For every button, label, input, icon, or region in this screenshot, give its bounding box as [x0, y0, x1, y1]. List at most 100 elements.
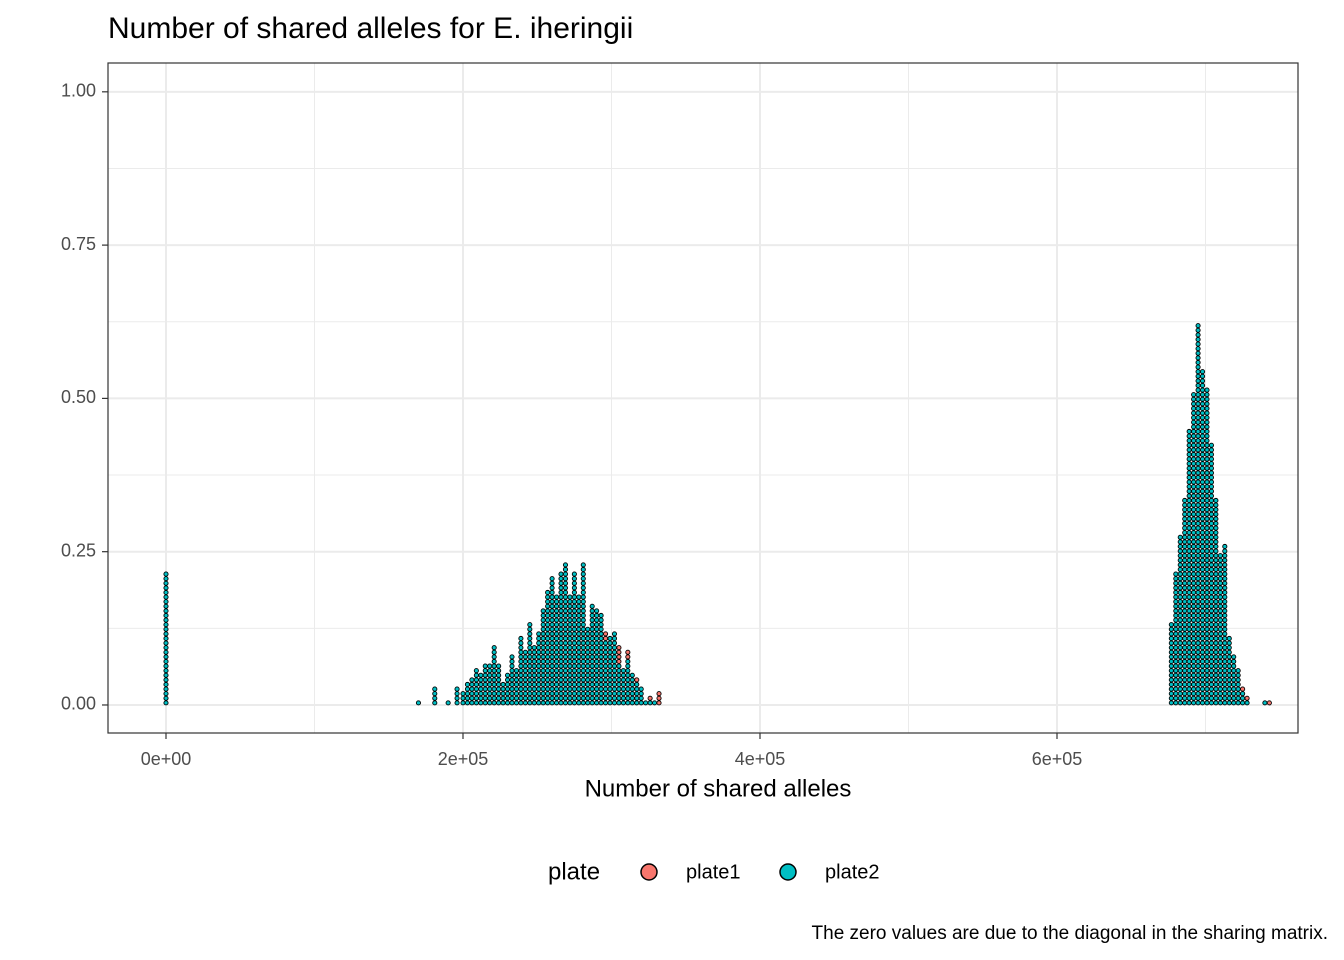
- dot: [656, 695, 662, 701]
- dot: [1204, 442, 1210, 448]
- dot-column: [549, 576, 555, 706]
- dot-column: [1213, 497, 1219, 706]
- dot: [1217, 668, 1223, 674]
- dot: [540, 612, 546, 619]
- dot: [1204, 566, 1210, 573]
- dot: [163, 576, 169, 582]
- dot: [1191, 396, 1197, 402]
- dot: [562, 640, 569, 646]
- dot: [594, 668, 600, 674]
- dot: [580, 645, 586, 651]
- dot: [1199, 451, 1206, 458]
- dot: [536, 681, 542, 688]
- dot: [603, 635, 609, 642]
- dot: [620, 686, 626, 692]
- dot: [1195, 695, 1201, 701]
- dot: [531, 654, 537, 660]
- dot: [1213, 534, 1219, 540]
- dot: [1191, 534, 1197, 540]
- dot: [567, 668, 573, 674]
- dot: [1204, 622, 1210, 628]
- dot: [1204, 594, 1210, 600]
- dot: [549, 603, 555, 609]
- dot: [1199, 562, 1206, 568]
- dot: [603, 672, 609, 678]
- dot: [611, 672, 618, 678]
- dot: [629, 700, 635, 706]
- dot: [1173, 658, 1179, 665]
- dot: [487, 695, 493, 701]
- dot: [585, 654, 591, 660]
- dot: [616, 700, 622, 706]
- dot: [1191, 576, 1197, 582]
- dot: [571, 686, 577, 692]
- dot: [1191, 626, 1197, 632]
- dot: [589, 663, 595, 669]
- dot: [522, 649, 528, 655]
- dot: [1235, 686, 1241, 692]
- dot: [589, 645, 595, 651]
- dot: [522, 700, 528, 706]
- dot: [487, 686, 493, 692]
- dot: [1213, 626, 1219, 632]
- dot: [163, 589, 169, 596]
- dot: [1244, 695, 1250, 701]
- dot: [1199, 594, 1206, 600]
- dot: [1199, 631, 1206, 637]
- dot: [554, 663, 560, 669]
- dot: [1222, 663, 1228, 669]
- dot: [554, 608, 560, 614]
- dot: [536, 668, 542, 674]
- dot: [1213, 539, 1219, 545]
- dot: [1199, 438, 1206, 444]
- dot: [607, 672, 613, 678]
- dot: [163, 585, 169, 591]
- dot: [1226, 681, 1232, 688]
- dot: [518, 654, 524, 660]
- dot: [567, 608, 573, 614]
- dot: [1222, 557, 1228, 563]
- dot: [518, 649, 524, 655]
- dot: [554, 658, 560, 665]
- dot: [1222, 548, 1228, 554]
- dot: [518, 686, 524, 692]
- dot: [580, 580, 586, 586]
- dot: [607, 691, 613, 697]
- dot: [1199, 405, 1206, 412]
- dot: [1191, 405, 1197, 412]
- dot: [478, 691, 484, 697]
- dot: [1199, 387, 1206, 393]
- dot: [1186, 681, 1192, 688]
- dot: [625, 677, 631, 683]
- dot: [163, 668, 169, 674]
- dot: [527, 677, 533, 683]
- dot: [1182, 594, 1188, 600]
- dot: [469, 695, 475, 701]
- dot: [1226, 649, 1232, 655]
- legend-title: plate: [548, 858, 600, 885]
- dot: [1173, 626, 1179, 632]
- dot: [1186, 645, 1192, 651]
- dot: [1199, 442, 1206, 448]
- dot: [1195, 336, 1201, 343]
- dot: [1199, 677, 1206, 683]
- dot: [1173, 594, 1179, 600]
- dot: [1199, 415, 1206, 421]
- dot: [571, 631, 577, 637]
- dot-column: [1231, 654, 1237, 706]
- dot: [580, 622, 586, 628]
- dot: [518, 645, 524, 651]
- dot: [1186, 658, 1192, 665]
- dot: [518, 700, 524, 706]
- dot: [1195, 571, 1201, 577]
- dot: [589, 635, 595, 642]
- dot: [1195, 364, 1201, 370]
- dot: [478, 700, 484, 706]
- dot: [1191, 594, 1197, 600]
- dot: [1191, 612, 1197, 619]
- dot: [1177, 589, 1183, 596]
- dot: [1177, 649, 1183, 655]
- dot: [531, 700, 537, 706]
- dot: [625, 691, 631, 697]
- dot: [536, 691, 542, 697]
